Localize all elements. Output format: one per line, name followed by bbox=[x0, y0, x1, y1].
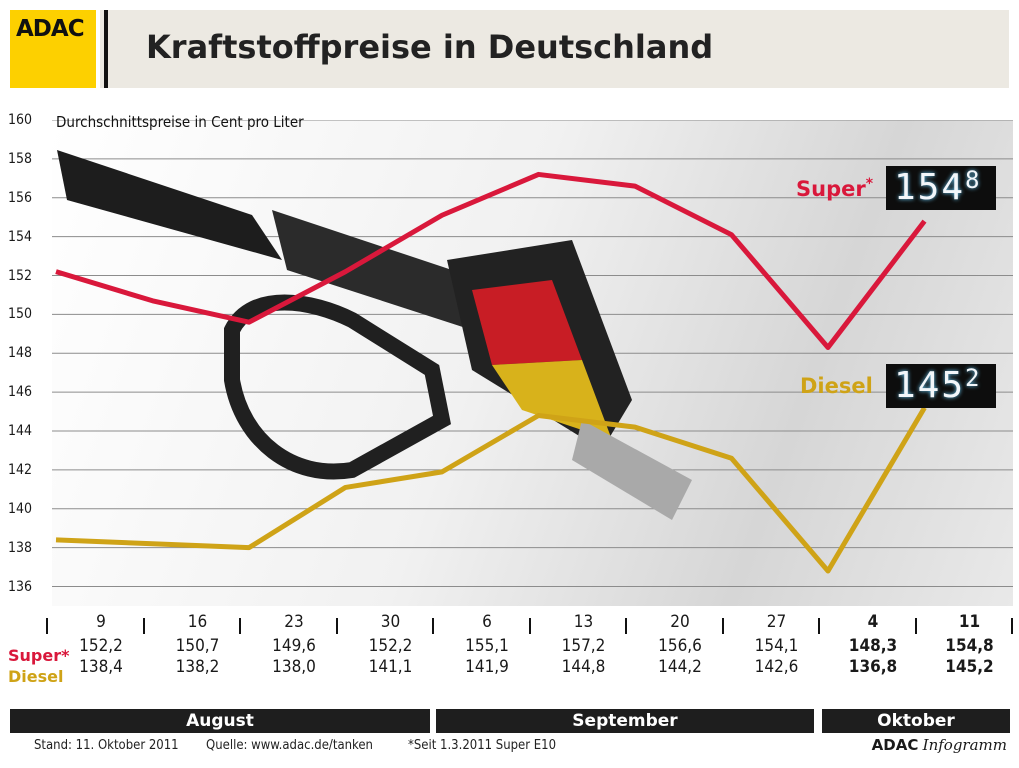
super-value: 155,1 bbox=[465, 636, 509, 656]
y-tick-label: 142 bbox=[8, 461, 33, 478]
super-value: 149,6 bbox=[272, 636, 316, 656]
super-value: 154,1 bbox=[754, 636, 799, 656]
table-column: 16 150,7 138,2 bbox=[151, 612, 245, 678]
diesel-series-label: Diesel bbox=[800, 374, 873, 398]
table-column: 13 157,2 144,8 bbox=[537, 612, 631, 678]
diesel-value: 138,2 bbox=[175, 657, 220, 677]
row-label-diesel: Diesel bbox=[8, 667, 64, 686]
brand-infogramm: Infogramm bbox=[922, 736, 1007, 754]
diesel-label-text: Diesel bbox=[800, 374, 873, 398]
y-tick-label: 150 bbox=[8, 306, 33, 323]
super-value: 154,8 bbox=[945, 636, 994, 656]
super-value: 152,2 bbox=[368, 636, 413, 656]
y-tick-label: 138 bbox=[8, 539, 33, 556]
column-separator bbox=[818, 618, 820, 634]
table-column: 4 148,3 136,8 bbox=[826, 612, 920, 678]
super-series-label: Super* bbox=[796, 176, 873, 201]
x-tick-label: 27 bbox=[766, 612, 787, 632]
plot-area bbox=[52, 120, 1013, 606]
x-tick-label: 11 bbox=[958, 612, 981, 632]
month-oktober: Oktober bbox=[822, 709, 1010, 733]
footer-note: *Seit 1.3.2011 Super E10 bbox=[408, 738, 557, 753]
table-column: 30 152,2 141,1 bbox=[344, 612, 438, 678]
row-label-super: Super* bbox=[8, 646, 70, 665]
chart-subtitle: Durchschnittspreise in Cent pro Liter bbox=[56, 113, 304, 131]
diesel-value: 142,6 bbox=[754, 657, 799, 677]
column-separator bbox=[142, 618, 145, 634]
super-value: 156,6 bbox=[658, 636, 702, 656]
super-line bbox=[55, 171, 927, 350]
column-separator bbox=[914, 618, 917, 634]
y-tick-label: 156 bbox=[8, 189, 33, 206]
table-column: 6 155,1 141,9 bbox=[440, 612, 534, 678]
column-separator bbox=[335, 618, 338, 634]
y-tick-label: 158 bbox=[8, 150, 33, 167]
title-bar: Kraftstoffpreise in Deutschland bbox=[100, 10, 1009, 88]
diesel-price-display: 1452 bbox=[886, 364, 996, 408]
adac-logo: ADAC bbox=[10, 10, 96, 88]
month-september: September bbox=[436, 709, 814, 733]
table-column: 11 154,8 145,2 bbox=[923, 612, 1017, 678]
diesel-value: 141,9 bbox=[465, 657, 509, 677]
x-tick-label: 20 bbox=[670, 612, 690, 632]
x-tick-label: 23 bbox=[284, 612, 304, 632]
diesel-value: 145,2 bbox=[945, 657, 994, 677]
diesel-value: 141,1 bbox=[368, 657, 413, 677]
super-display-decimal: 8 bbox=[965, 166, 982, 194]
column-separator bbox=[239, 618, 241, 634]
diesel-value: 138,4 bbox=[79, 657, 123, 677]
logo-text: ADAC bbox=[16, 16, 85, 42]
footer-source: Quelle: www.adac.de/tanken bbox=[206, 738, 373, 753]
x-tick-label: 30 bbox=[380, 612, 401, 632]
super-value: 152,2 bbox=[79, 636, 123, 656]
diesel-value: 136,8 bbox=[848, 657, 898, 677]
diesel-display-main: 145 bbox=[894, 365, 966, 406]
x-tick-label: 4 bbox=[867, 612, 879, 632]
column-separator bbox=[432, 618, 434, 634]
super-asterisk: * bbox=[865, 176, 874, 192]
diesel-value: 144,8 bbox=[561, 657, 606, 677]
y-tick-label: 146 bbox=[8, 384, 33, 401]
column-separator bbox=[625, 618, 627, 634]
table-column: 27 154,1 142,6 bbox=[730, 612, 824, 678]
table-column: 23 149,6 138,0 bbox=[247, 612, 341, 678]
super-value: 148,3 bbox=[848, 636, 898, 656]
x-tick-label: 13 bbox=[573, 612, 594, 632]
diesel-value: 144,2 bbox=[658, 657, 702, 677]
table-column: 20 156,6 144,2 bbox=[633, 612, 727, 678]
diesel-line bbox=[55, 406, 927, 574]
y-tick-label: 144 bbox=[8, 423, 33, 440]
diesel-value: 138,0 bbox=[272, 657, 316, 677]
y-tick-label: 160 bbox=[8, 112, 33, 128]
super-label-text: Super bbox=[796, 177, 866, 201]
page-title: Kraftstoffpreise in Deutschland bbox=[146, 28, 714, 66]
super-price-display: 1548 bbox=[886, 166, 996, 210]
column-separator bbox=[46, 618, 48, 634]
x-tick-label: 9 bbox=[96, 612, 106, 632]
column-separator bbox=[1011, 618, 1013, 634]
y-tick-label: 140 bbox=[8, 500, 33, 517]
x-tick-label: 16 bbox=[187, 612, 208, 632]
column-separator bbox=[721, 618, 724, 634]
brand-name: ADAC bbox=[871, 736, 919, 754]
footer-stand: Stand: 11. Oktober 2011 bbox=[34, 738, 179, 753]
diesel-display-decimal: 2 bbox=[965, 364, 982, 392]
y-tick-label: 136 bbox=[8, 578, 33, 595]
y-tick-label: 152 bbox=[8, 267, 33, 284]
brand-credit: ADAC Infogramm bbox=[872, 736, 1007, 754]
line-chart bbox=[52, 120, 1013, 588]
title-divider bbox=[104, 10, 108, 88]
super-value: 157,2 bbox=[561, 636, 606, 656]
super-value: 150,7 bbox=[175, 636, 220, 656]
super-display-main: 154 bbox=[894, 167, 966, 208]
x-tick-label: 6 bbox=[482, 612, 492, 632]
table-column: 9 152,2 138,4 bbox=[54, 612, 148, 678]
column-separator bbox=[528, 618, 531, 634]
fuel-nozzle-illustration bbox=[57, 150, 692, 520]
month-august: August bbox=[10, 709, 430, 733]
y-tick-label: 154 bbox=[8, 228, 33, 245]
y-tick-label: 148 bbox=[8, 345, 33, 362]
